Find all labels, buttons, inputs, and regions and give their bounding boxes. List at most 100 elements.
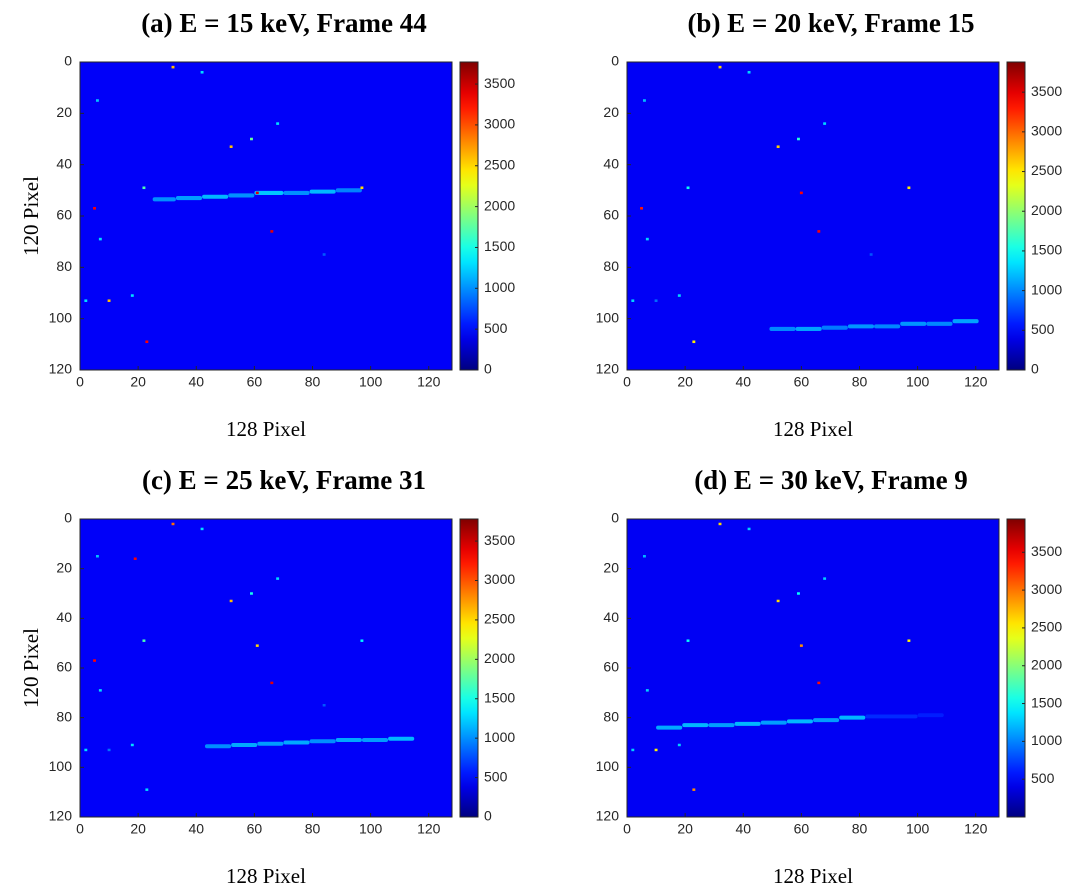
track-segment: [231, 742, 258, 747]
track-segment: [795, 326, 822, 331]
x-tick-label: 100: [359, 821, 383, 837]
colorbar-tick-label: 1500: [484, 238, 515, 254]
x-tick-label: 60: [794, 374, 810, 390]
hot-pixel: [200, 70, 204, 74]
hot-pixel: [654, 748, 658, 752]
track-segment: [283, 740, 310, 745]
colorbar-tick-label: 1500: [484, 689, 515, 705]
track-segment: [254, 190, 284, 195]
colorbar-tick-label: 3500: [484, 532, 515, 548]
hot-pixel: [645, 689, 649, 692]
hot-pixel: [823, 122, 827, 125]
y-tick-label: 20: [603, 104, 619, 120]
y-tick-label: 60: [56, 659, 72, 675]
colorbar-tick-label: 2500: [1031, 162, 1062, 178]
colorbar-tick-label: 1000: [484, 729, 515, 745]
hot-pixel: [107, 748, 111, 752]
hot-pixel: [677, 294, 681, 297]
colorbar: [459, 518, 479, 818]
hot-pixel: [276, 122, 280, 125]
x-tick-label: 120: [964, 374, 988, 390]
hot-pixel: [255, 644, 259, 647]
colorbar-tick-label: 3000: [1031, 581, 1062, 597]
panel-title: (d) E = 30 keV, Frame 9: [694, 465, 968, 495]
colorbar-tick-label: 3000: [484, 116, 515, 132]
colorbar-tick-label: 3000: [484, 571, 515, 587]
track-segment: [335, 188, 362, 193]
colorbar-tick-label: 1000: [1031, 281, 1062, 297]
colorbar-tick-label: 2000: [1031, 202, 1062, 218]
track-segment: [228, 193, 255, 198]
x-tick-label: 80: [305, 374, 321, 390]
x-tick-label: 120: [417, 374, 441, 390]
x-axis-label: 128 Pixel: [226, 417, 306, 441]
track-segment: [865, 714, 918, 719]
hot-pixel: [200, 527, 204, 531]
colorbar-tick-label: 2500: [484, 611, 515, 627]
hot-pixel: [677, 743, 681, 747]
x-tick-label: 0: [76, 374, 84, 390]
hot-pixel: [229, 145, 233, 148]
y-tick-label: 60: [603, 207, 619, 223]
hot-pixel: [686, 639, 690, 642]
x-tick-label: 40: [735, 821, 751, 837]
hot-pixel: [98, 237, 102, 241]
hot-pixel: [270, 230, 274, 233]
y-tick-label: 120: [596, 808, 620, 824]
hot-pixel: [692, 340, 696, 344]
hot-pixel: [823, 577, 827, 580]
track-segment: [821, 325, 848, 330]
hot-pixel: [171, 65, 175, 69]
colorbar-tick-label: 500: [1031, 321, 1055, 337]
colorbar-tick-label: 3500: [1031, 543, 1062, 559]
colorbar-tick-label: 2500: [484, 156, 515, 172]
y-tick-label: 100: [596, 309, 620, 325]
x-tick-label: 40: [188, 821, 204, 837]
track-segment: [202, 194, 229, 199]
x-tick-label: 0: [623, 821, 631, 837]
track-segment: [874, 324, 901, 329]
x-tick-label: 80: [852, 821, 868, 837]
x-tick-label: 60: [794, 821, 810, 837]
colorbar-tick-label: 0: [484, 361, 492, 377]
hot-pixel: [907, 639, 911, 642]
x-tick-label: 80: [305, 821, 321, 837]
hot-pixel: [95, 99, 99, 102]
hot-pixel: [250, 592, 253, 595]
hot-pixel: [250, 137, 253, 141]
hot-pixel: [145, 340, 149, 344]
hot-pixel: [360, 639, 364, 642]
track-segment: [952, 319, 979, 324]
track-segment: [682, 723, 709, 728]
colorbar: [1006, 61, 1026, 371]
colorbar-tick-label: 500: [484, 768, 508, 784]
colorbar-tick-label: 0: [484, 808, 492, 824]
x-axis-label: 128 Pixel: [773, 417, 853, 441]
y-tick-label: 80: [603, 708, 619, 724]
y-tick-label: 120: [49, 361, 73, 377]
x-tick-label: 20: [677, 821, 693, 837]
colorbar-tick-label: 3500: [1031, 83, 1062, 99]
x-tick-label: 120: [964, 821, 988, 837]
hot-pixel: [692, 788, 696, 791]
x-tick-label: 0: [623, 374, 631, 390]
hot-pixel: [360, 186, 364, 190]
y-tick-label: 40: [56, 155, 72, 171]
y-tick-label: 60: [603, 659, 619, 675]
x-axis-label: 128 Pixel: [773, 864, 853, 886]
panel-title: (a) E = 15 keV, Frame 44: [141, 8, 427, 38]
track-segment: [760, 720, 787, 725]
colorbar-tick-label: 500: [1031, 770, 1055, 786]
x-tick-label: 20: [130, 821, 146, 837]
hot-pixel: [642, 555, 646, 558]
y-tick-label: 0: [611, 510, 619, 526]
x-tick-label: 100: [906, 821, 930, 837]
hot-pixel: [797, 592, 800, 595]
hot-pixel: [631, 299, 635, 302]
hot-pixel: [130, 743, 134, 747]
hot-pixel: [98, 689, 102, 692]
track-segment: [335, 738, 362, 743]
hot-pixel: [255, 191, 259, 195]
heatmap-background: [627, 62, 999, 370]
